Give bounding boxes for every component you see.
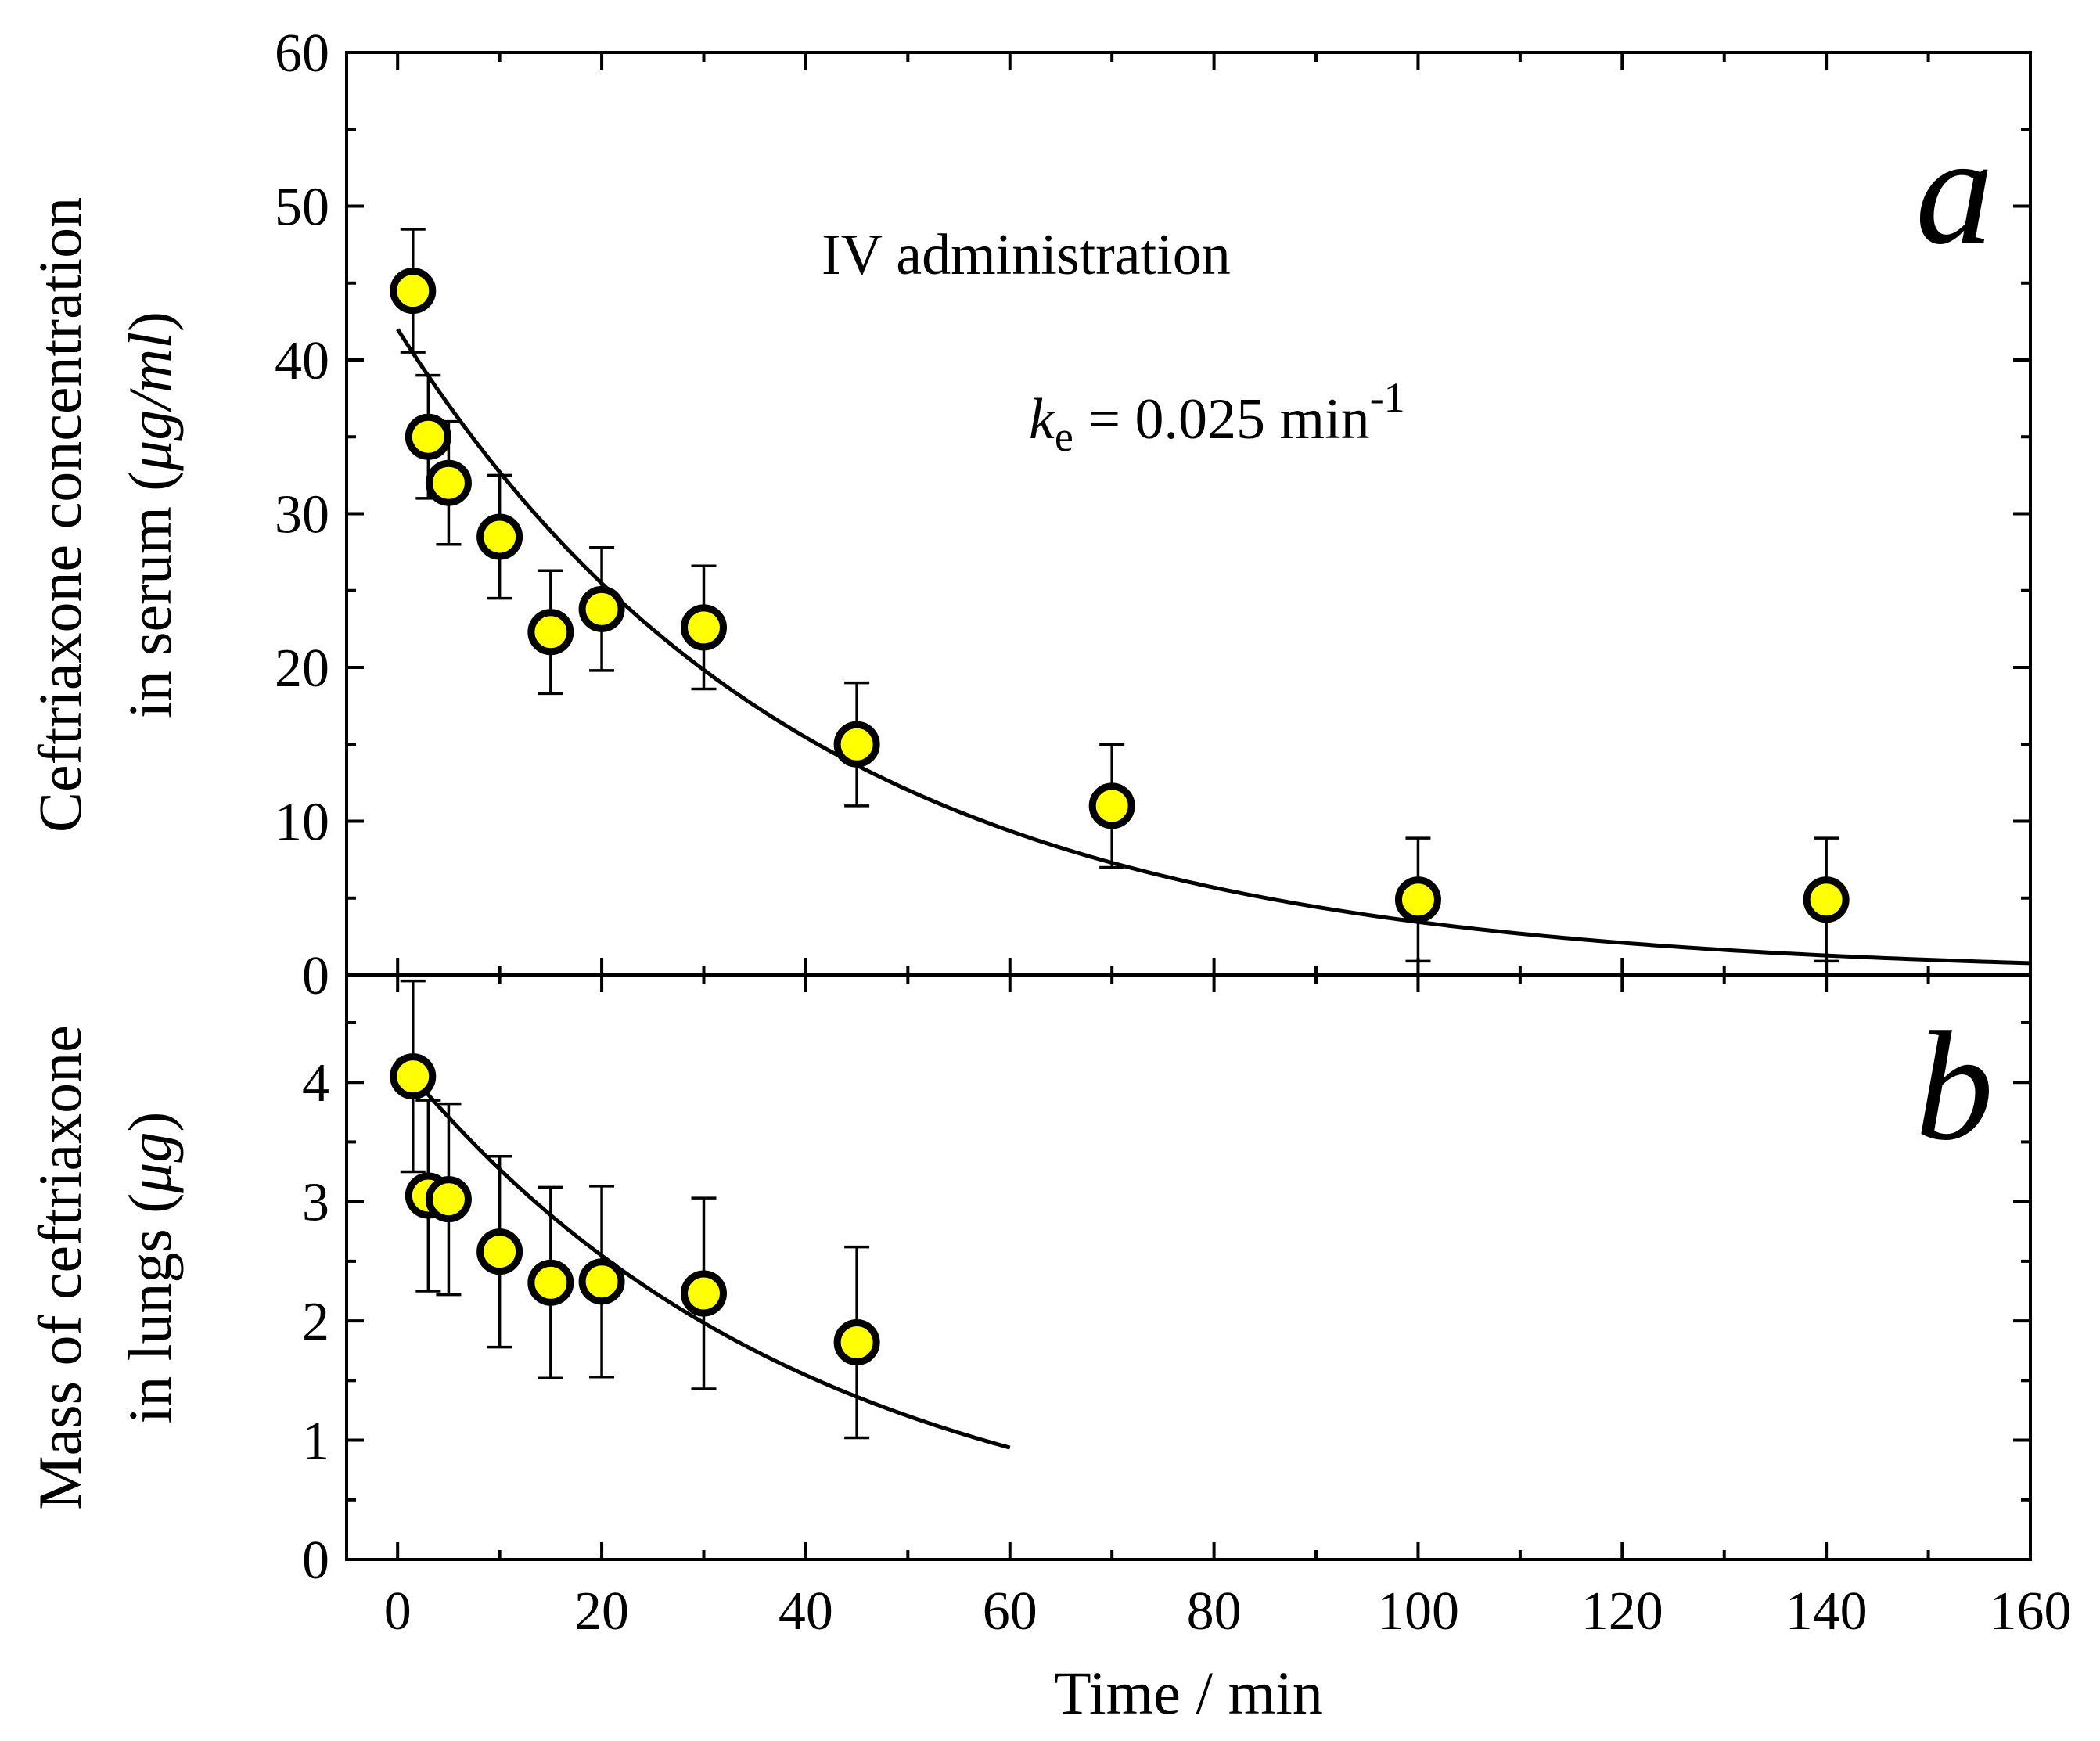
x-tick-label: 80 <box>1187 1581 1242 1642</box>
panel-a-ylabel-suffix: ) <box>116 311 184 332</box>
x-tick-label: 160 <box>1990 1581 2072 1642</box>
x-ticks: 0 20 40 60 80 100 120 140 160 <box>384 1581 2072 1642</box>
panel-b-data-point <box>390 1053 437 1100</box>
panel-b-error-bars <box>400 979 870 1440</box>
panel-b-data-point <box>476 1228 523 1275</box>
panel-b-ylabel-unit: μg <box>116 1132 184 1194</box>
panel-a-ylabel-line1: Ceftriaxone concentration <box>26 197 94 833</box>
panel-b-ticks: 0 1 2 3 4 <box>302 975 2032 1591</box>
panel-b-ytick-label: 0 <box>302 1531 329 1591</box>
panel-a-serum: 0 10 20 30 40 50 60 a IV administration ke = 0… <box>26 23 2032 1006</box>
panel-a-data-point <box>405 413 451 460</box>
panel-a-fit-layer <box>396 328 2031 966</box>
panel-b-ylabel-line1: Mass of ceftriaxone <box>26 1025 94 1509</box>
panel-b-data-point <box>680 1270 727 1317</box>
x-tick-label: 40 <box>779 1581 833 1642</box>
panel-a-data-point <box>833 721 880 768</box>
k-subscript: e <box>1055 413 1073 460</box>
x-tick-label: 20 <box>574 1581 629 1642</box>
elimination-rate-annotation: ke = 0.025 min-1 <box>1029 374 1405 460</box>
panel-b-ylabel-suffix: ) <box>116 1112 184 1132</box>
panel-b-ytick-label: 3 <box>302 1173 329 1233</box>
x-axis-title: Time / min <box>1054 1659 1323 1727</box>
panel-a-points <box>390 268 1850 923</box>
panel-b-data-point <box>833 1319 880 1366</box>
panel-b-letter: b <box>1915 1000 1994 1173</box>
panel-a-ticks: 0 10 20 30 40 50 60 <box>275 23 2032 1006</box>
panel-b-ylabel-line2: in lungs (μg) <box>116 1112 184 1424</box>
panel-a-fit-curve <box>396 328 2031 966</box>
panel-a-ylabel-unit: μg/ml <box>116 332 184 472</box>
panel-b-frame <box>345 973 2032 1561</box>
iv-administration-label: IV administration <box>822 223 1231 287</box>
panel-a-data-point <box>578 585 625 632</box>
panel-a-ytick-label: 0 <box>302 946 329 1006</box>
panel-a-data-point <box>1803 876 1850 923</box>
panel-b-ytick-label: 1 <box>302 1412 329 1472</box>
panel-b-ytick-label: 4 <box>302 1053 329 1113</box>
panel-a-data-point <box>1088 782 1135 829</box>
panel-b-points <box>390 1053 880 1366</box>
panel-a-data-point <box>1394 876 1441 923</box>
x-axis: 0 20 40 60 80 100 120 140 160 Time / min <box>384 1581 2072 1727</box>
k-superscript: -1 <box>1370 374 1405 421</box>
panel-b-lungs: 0 1 2 3 4 b Mass of ceftriaxone in lungs (μg… <box>26 973 2032 1591</box>
panel-b-data-point <box>578 1258 625 1305</box>
x-tick-label: 100 <box>1377 1581 1459 1642</box>
panel-a-ytick-label: 10 <box>275 793 329 853</box>
panel-a-data-point <box>476 513 523 560</box>
x-tick-label: 120 <box>1581 1581 1663 1642</box>
panel-b-data-point <box>527 1259 574 1306</box>
panel-a-data-point <box>425 459 472 506</box>
panel-a-ytick-label: 60 <box>275 23 329 84</box>
panel-a-ytick-label: 20 <box>275 638 329 699</box>
panel-a-ylabel-line2: in serum (μg/ml) <box>116 311 184 718</box>
panel-a-ylabel-prefix: in serum ( <box>116 471 184 718</box>
x-tick-label: 140 <box>1785 1581 1868 1642</box>
panel-a-data-point <box>527 609 574 656</box>
k-symbol: k <box>1029 387 1055 451</box>
panel-a-data-point <box>390 268 437 315</box>
panel-a-data-point <box>680 604 727 651</box>
k-value: = 0.025 min <box>1073 387 1370 451</box>
panel-b-ytick-label: 2 <box>302 1292 329 1352</box>
panel-a-letter: a <box>1915 104 1994 277</box>
panel-a-frame <box>345 51 2032 977</box>
panel-b-data-point <box>425 1176 472 1223</box>
panel-a-ytick-label: 40 <box>275 331 329 391</box>
panel-a-ytick-label: 50 <box>275 178 329 238</box>
x-tick-label: 0 <box>384 1581 412 1642</box>
panel-b-ylabel-prefix: in lungs ( <box>116 1193 184 1424</box>
panel-a-ytick-label: 30 <box>275 485 329 545</box>
x-tick-label: 60 <box>983 1581 1037 1642</box>
